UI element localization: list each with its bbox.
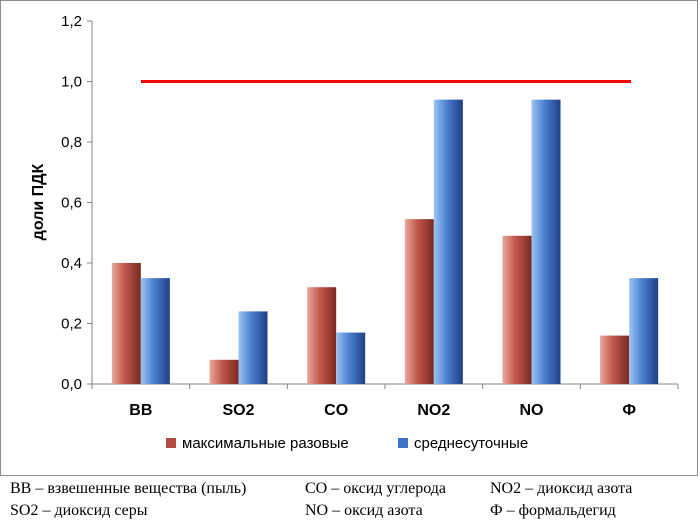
legend-label-avg: среднесуточные	[414, 435, 528, 452]
bar-chart: 0,0 0,2 0,4 0,6 0,8 1,0 1,2 ВВ SO2 CO NO2 NO Ф доли …	[30, 13, 679, 452]
bar-avg-4	[531, 99, 561, 385]
y-tick-label: 0,4	[61, 255, 82, 272]
bars	[111, 99, 659, 385]
legend-label-max: максимальные разовые	[182, 435, 349, 452]
x-tick-label: Ф	[622, 402, 636, 419]
y-axis-label: доли ПДК	[30, 163, 47, 240]
x-tick-label: ВВ	[129, 402, 152, 419]
legend-swatch-avg	[398, 438, 408, 448]
legend: максимальные разовые среднесуточные	[166, 435, 528, 452]
note-f: Ф – формальдегид	[490, 502, 616, 519]
bar-max-4	[502, 235, 532, 384]
x-tick-label: SO2	[222, 402, 254, 419]
axes: 0,0 0,2 0,4 0,6 0,8 1,0 1,2 ВВ SO2 CO NO2 NO Ф	[61, 13, 679, 419]
x-tick-label: CO	[324, 402, 348, 419]
y-tick-label: 1,2	[61, 13, 82, 30]
x-tick-label: NO2	[417, 402, 450, 419]
bar-max-3	[404, 219, 434, 384]
y-tick-label: 1,0	[61, 74, 82, 91]
notes-row-1: ВВ – взвешенные вещества (пыль) СО – окс…	[10, 478, 690, 500]
bar-max-0	[111, 263, 141, 384]
bar-avg-3	[433, 99, 463, 385]
y-tick-label: 0,0	[61, 376, 82, 393]
abbreviation-notes: ВВ – взвешенные вещества (пыль) СО – окс…	[10, 478, 690, 522]
y-tick-label: 0,6	[61, 195, 82, 212]
y-tick-label: 0,2	[61, 316, 82, 333]
bar-avg-5	[629, 278, 659, 384]
y-tick-label: 0,8	[61, 134, 82, 151]
chart-frame	[0, 0, 698, 476]
legend-swatch-max	[166, 438, 176, 448]
note-vv: ВВ – взвешенные вещества (пыль)	[10, 480, 247, 497]
bar-avg-0	[140, 278, 170, 384]
bar-max-2	[307, 287, 337, 384]
bar-max-5	[600, 335, 630, 384]
bar-max-1	[209, 359, 239, 384]
bar-avg-1	[238, 311, 268, 384]
note-co: СО – оксид углерода	[305, 480, 447, 497]
x-tick-label: NO	[520, 402, 544, 419]
notes-row-2: SO2 – диоксид серы NO – оксид азота Ф – …	[10, 500, 690, 522]
note-no: NO – оксид азота	[305, 502, 423, 519]
bar-avg-2	[336, 332, 366, 384]
note-so2: SO2 – диоксид серы	[10, 502, 148, 519]
note-no2: NO2 – диоксид азота	[490, 480, 633, 497]
